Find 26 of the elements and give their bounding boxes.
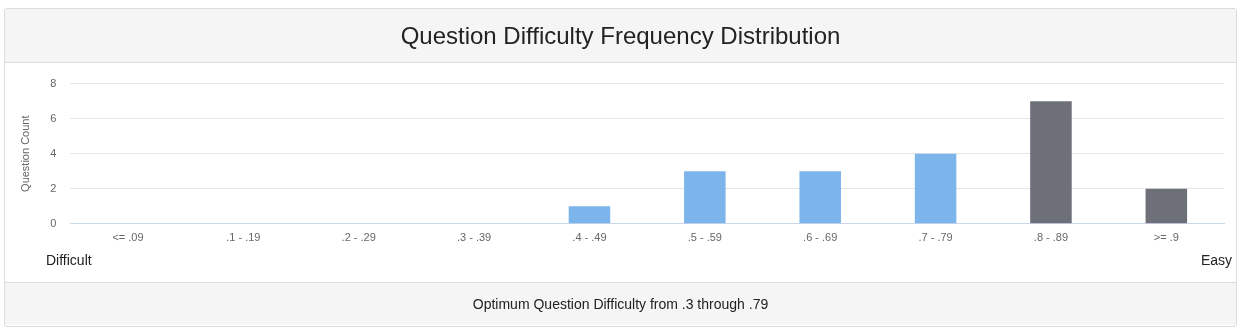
- y-axis-title: Question Count: [18, 115, 31, 192]
- text: Difficult: [46, 252, 92, 268]
- x-tick-label: .4 - .49: [572, 231, 607, 244]
- bar: [799, 171, 841, 224]
- y-tick-label: 4: [50, 146, 57, 159]
- x-tick-label: .5 - .59: [687, 231, 722, 244]
- x-tick-label: .1 - .19: [226, 231, 261, 244]
- x-tick-label: .3 - .39: [456, 231, 492, 244]
- text: Optimum Question Difficulty from .3 through .79: [5, 282, 1236, 325]
- bar: [1030, 101, 1072, 224]
- bar: [684, 171, 726, 224]
- y-tick-label: 8: [50, 76, 57, 89]
- x-tick-label: .2 - .29: [341, 231, 376, 244]
- chart-title: Question Difficulty Frequency Distribution: [5, 9, 1236, 63]
- bar: [1145, 188, 1188, 224]
- y-tick-label: 0: [50, 216, 57, 229]
- x-tick-label: .7 - .79: [918, 231, 953, 244]
- bar: [568, 206, 611, 224]
- x-tick-label: .6 - .69: [803, 231, 838, 244]
- x-tick-label: >= .9: [1153, 231, 1179, 244]
- y-tick-label: 2: [50, 181, 57, 194]
- x-tick-label: .8 - .89: [1033, 231, 1069, 244]
- x-tick-label: <= .09: [112, 231, 144, 244]
- y-tick-label: 6: [50, 111, 57, 124]
- text: Easy: [1200, 252, 1232, 268]
- bar: [914, 153, 957, 224]
